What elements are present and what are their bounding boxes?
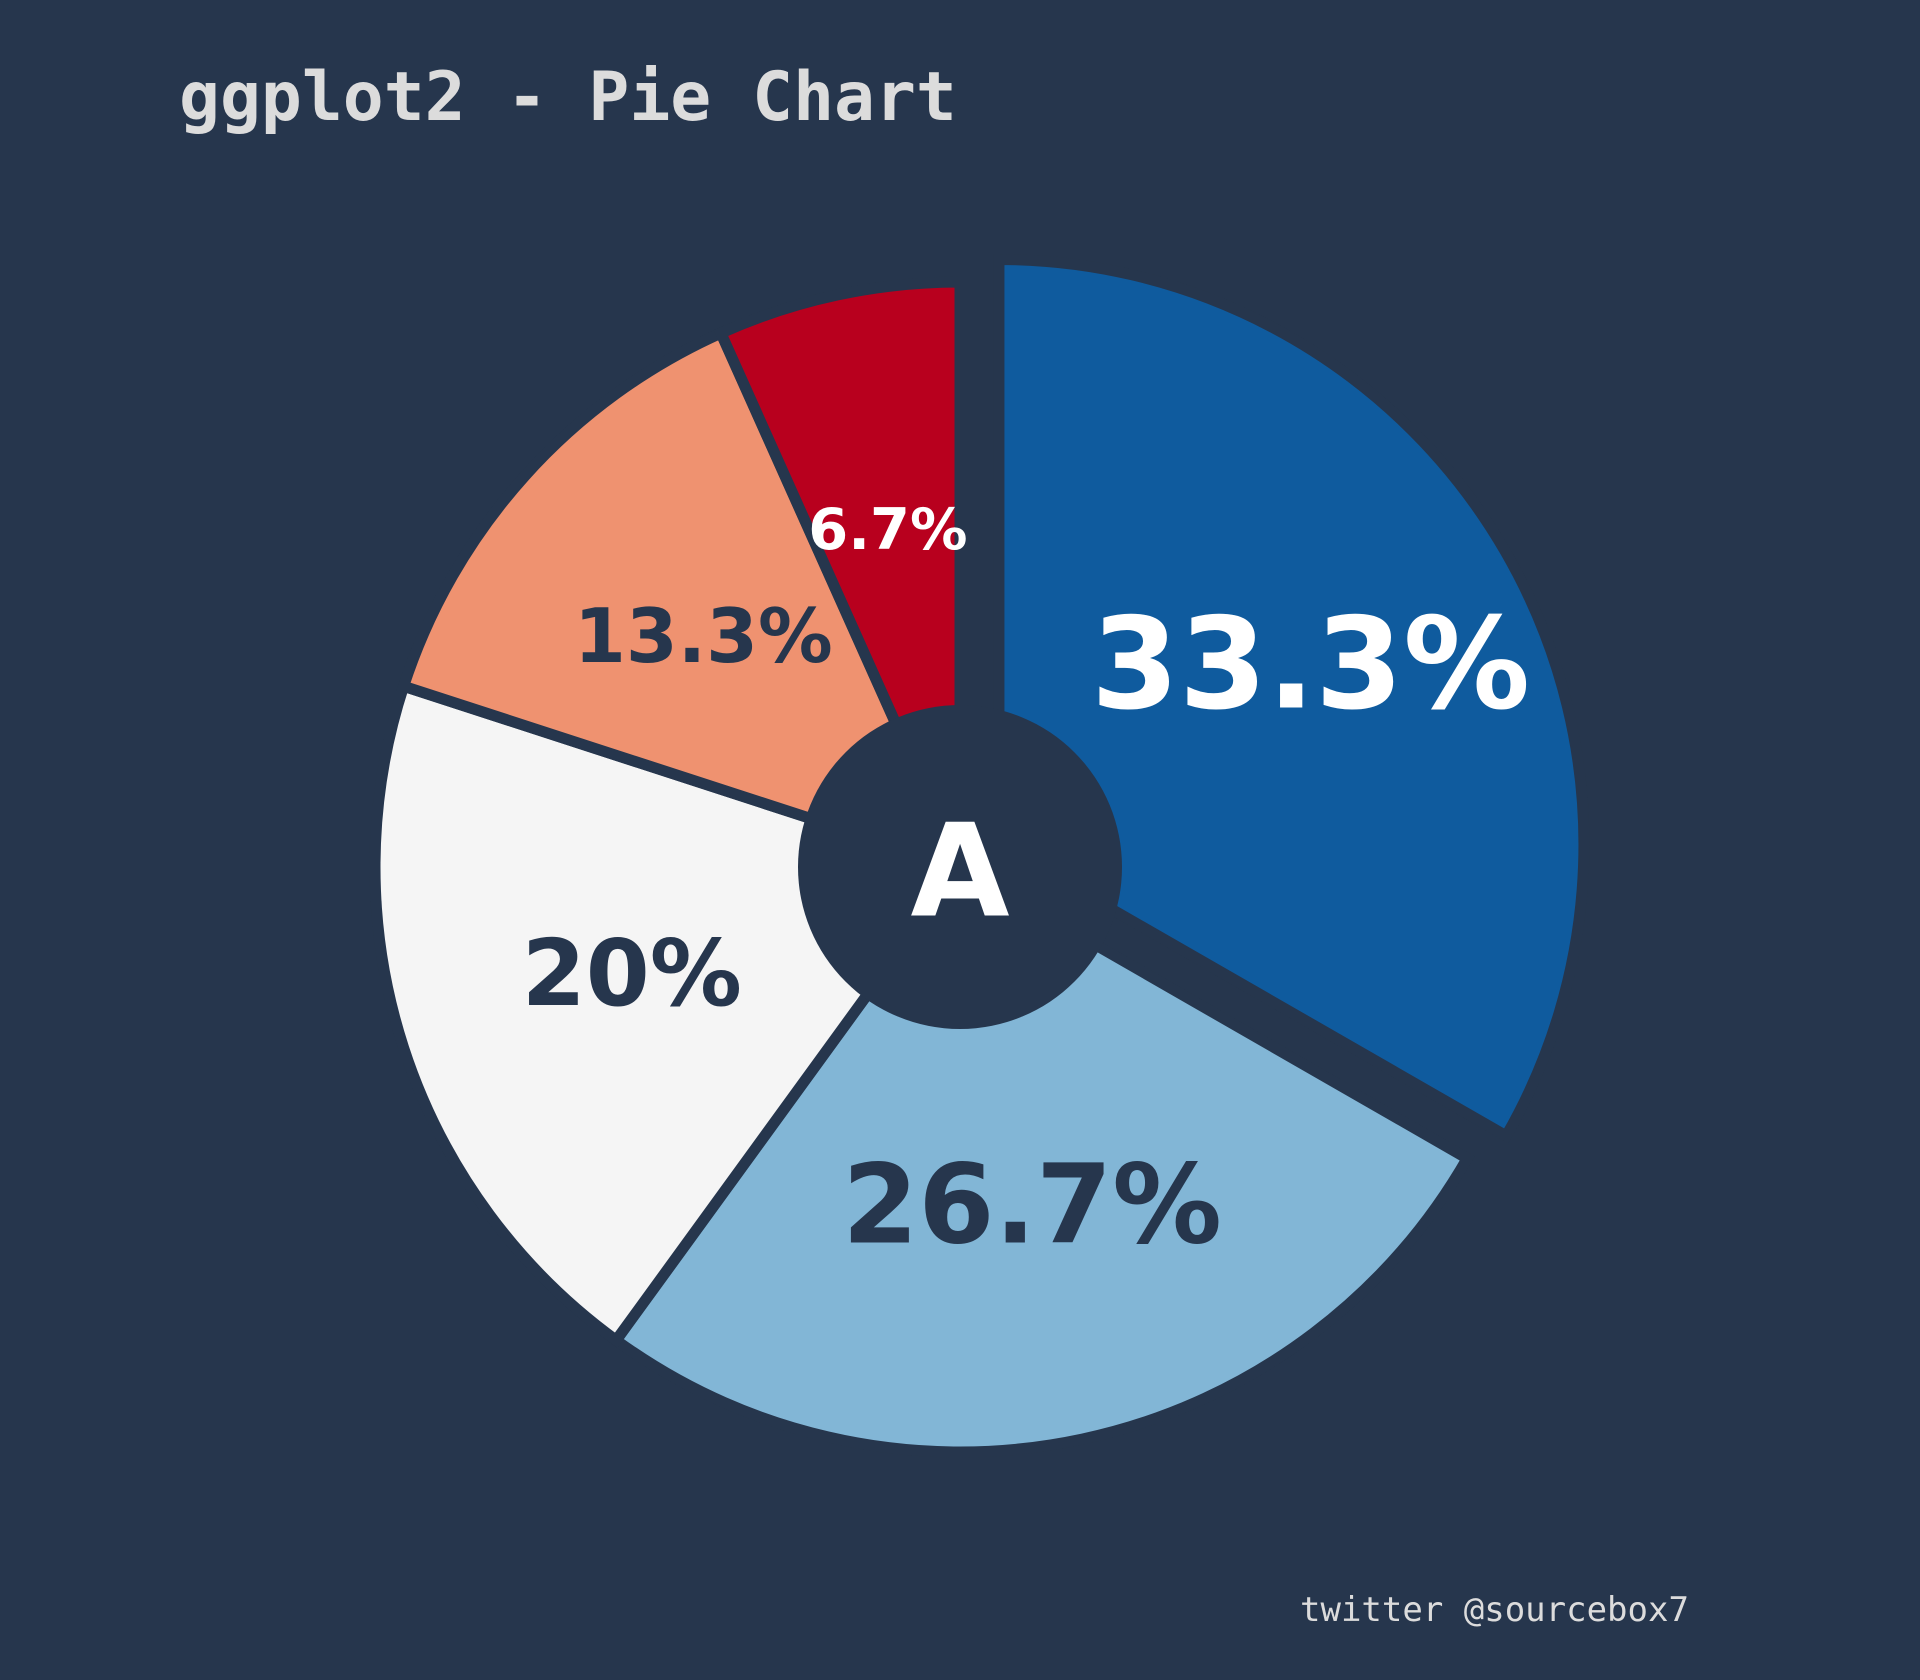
pie-slice-2 xyxy=(608,859,1475,1458)
slice-label-3: 20% xyxy=(522,920,742,1027)
slice-label-1: 33.3% xyxy=(1091,591,1530,738)
pie-slice-1 xyxy=(993,253,1590,1144)
slice-label-4: 13.3% xyxy=(574,593,833,680)
pie-slice-4 xyxy=(396,325,971,877)
chart-title: ggplot2 - Pie Chart xyxy=(179,58,957,137)
donut-hole xyxy=(798,705,1122,1029)
slice-label-5: 6.7% xyxy=(808,496,967,563)
slice-label-2: 26.7% xyxy=(842,1140,1222,1268)
center-label: A xyxy=(910,798,1009,947)
chart-caption: twitter @sourcebox7 xyxy=(1300,1590,1689,1630)
